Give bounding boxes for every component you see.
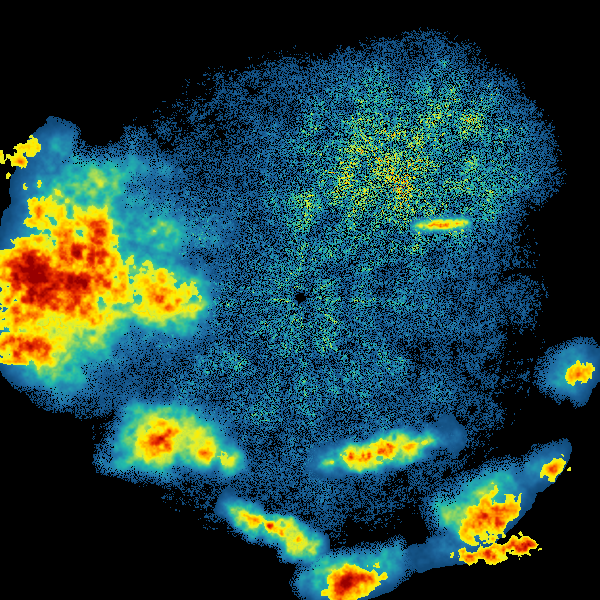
radar-display-viewport[interactable]: Weather Radar Reflectivity Display: [0, 0, 600, 600]
radar-reflectivity-canvas[interactable]: [0, 0, 600, 600]
